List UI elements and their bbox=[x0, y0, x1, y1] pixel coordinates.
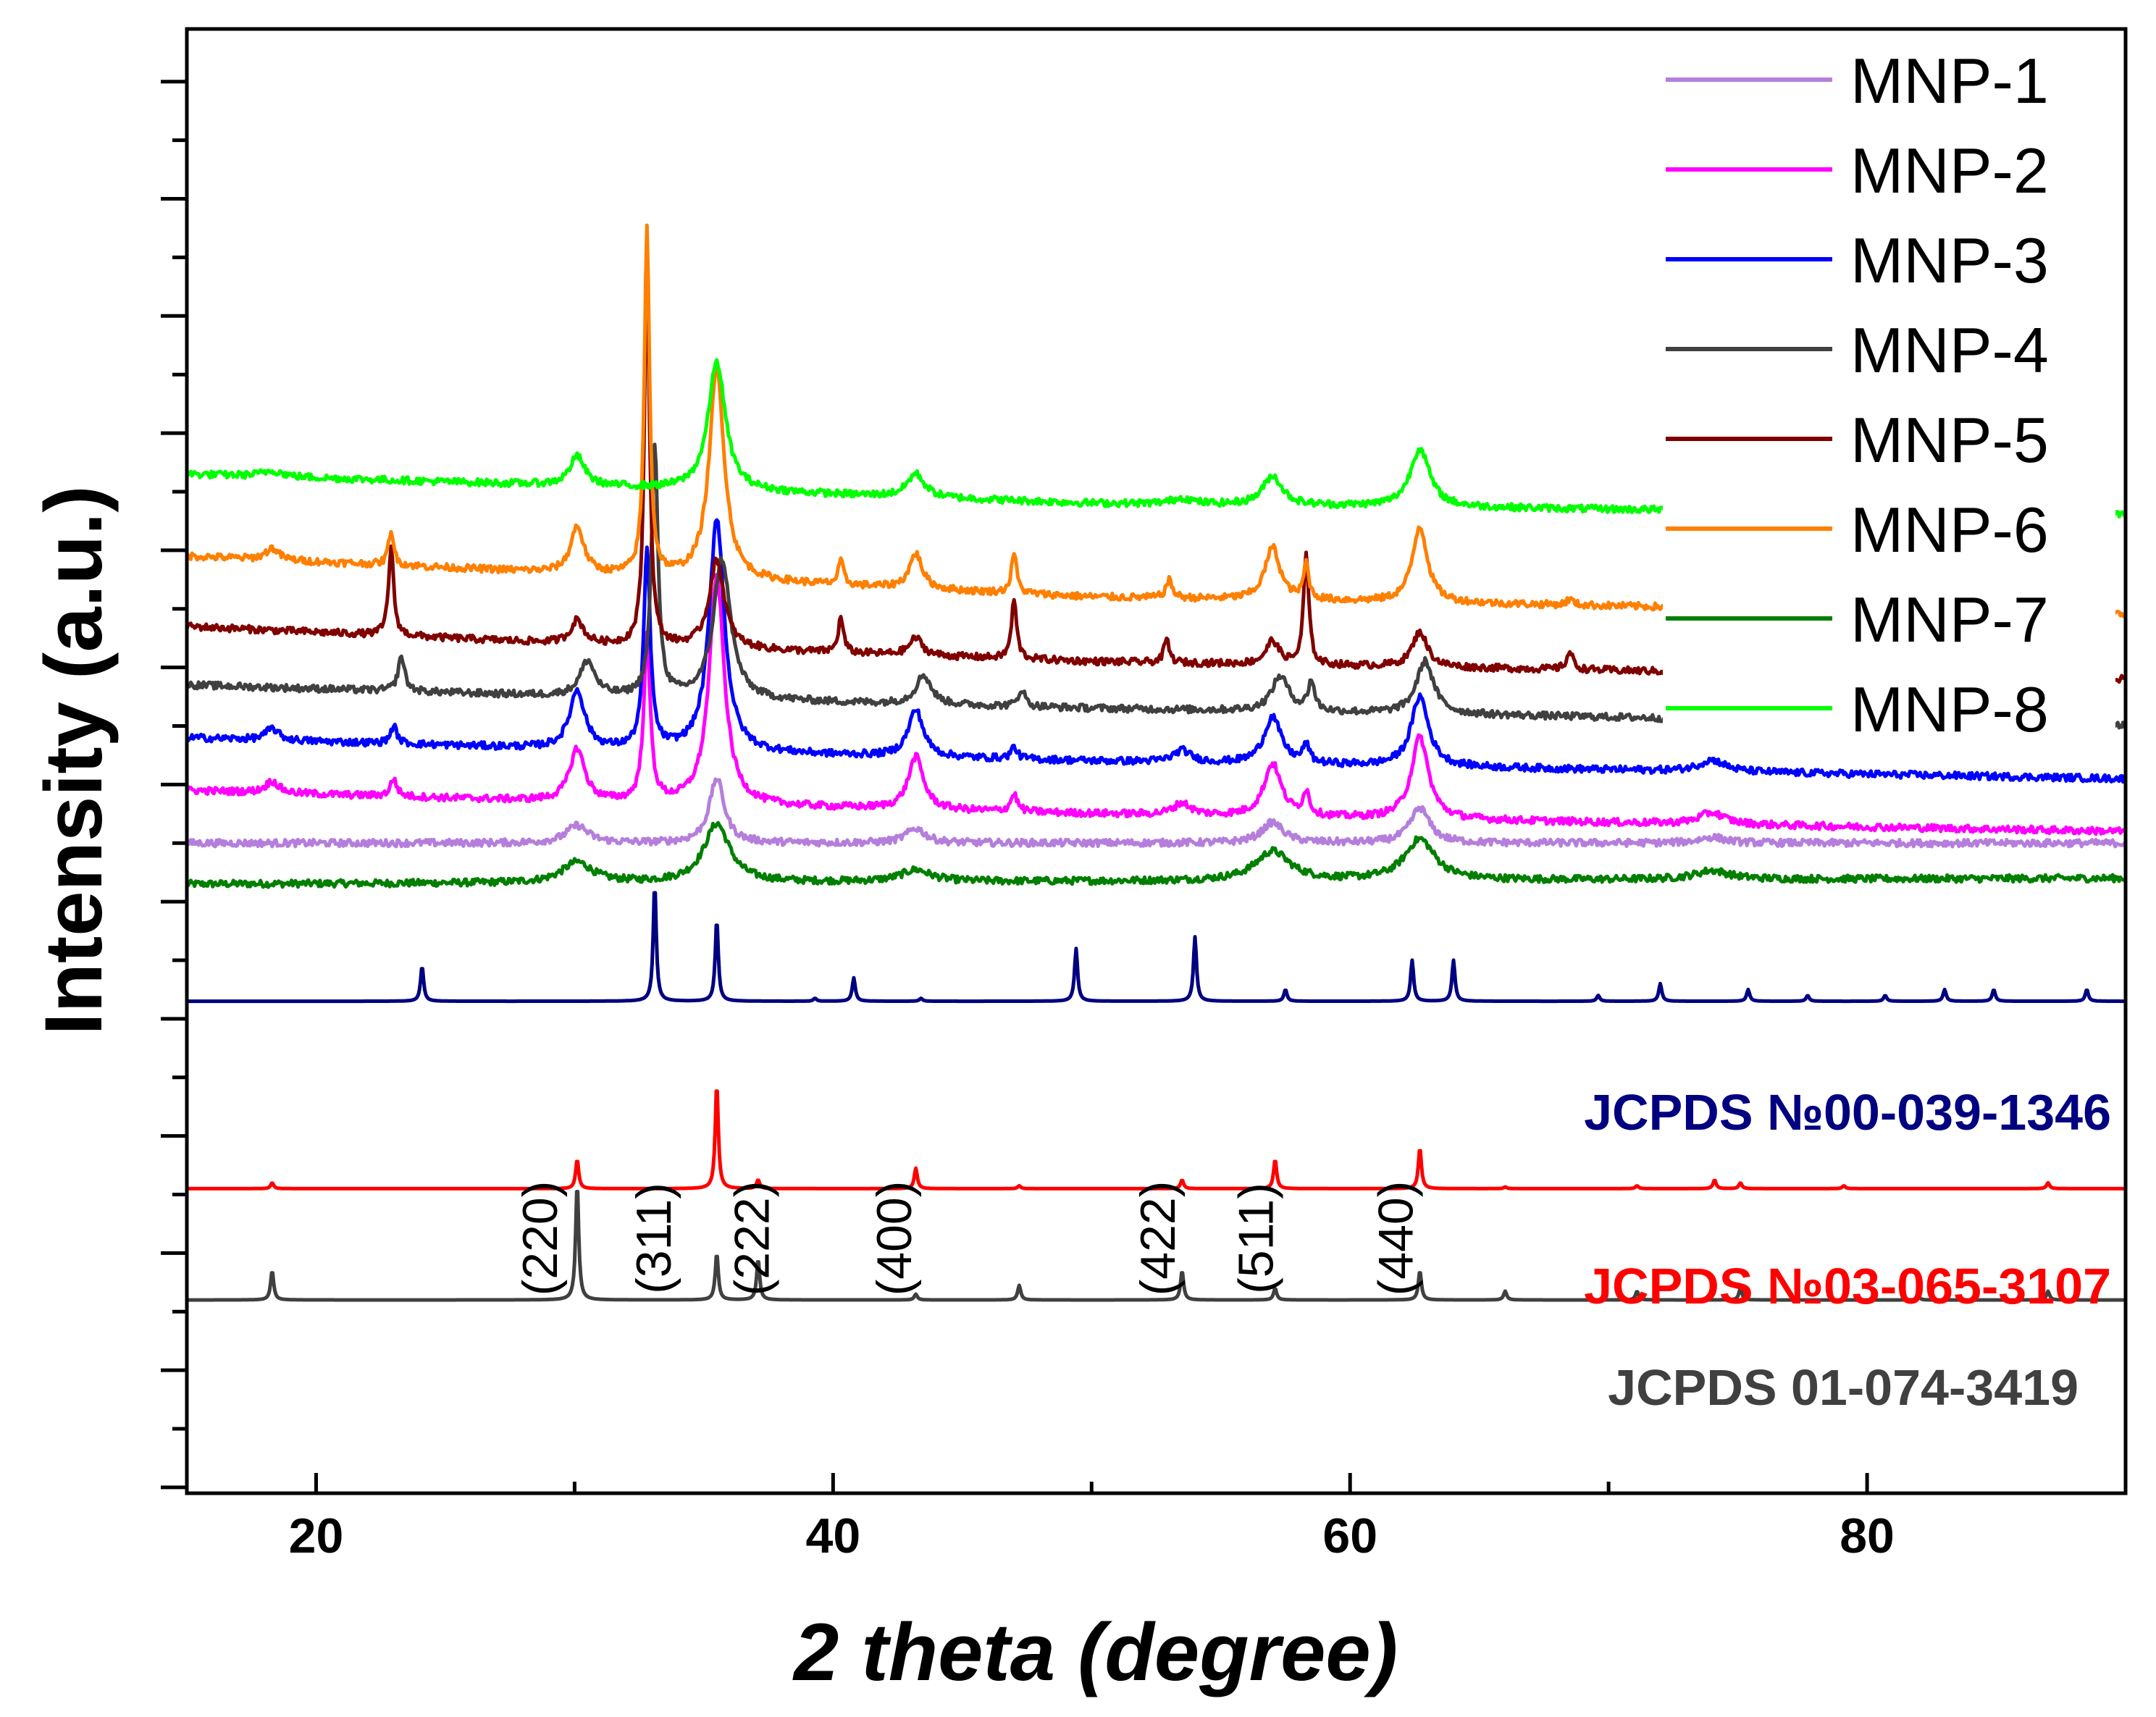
x-tick-label: 20 bbox=[289, 1508, 344, 1563]
legend-label-mnp-2: MNP-2 bbox=[1850, 135, 2049, 206]
x-tick-label: 60 bbox=[1322, 1508, 1377, 1563]
reference-pattern-1 bbox=[187, 891, 2126, 1004]
legend-box bbox=[1663, 40, 2115, 757]
legend-label-mnp-5: MNP-5 bbox=[1850, 404, 2049, 476]
hkl-label-222: (222) bbox=[725, 1181, 780, 1296]
series-mnp-2-line bbox=[187, 573, 2126, 836]
reference-label-3: JCPDS 01-074-3419 bbox=[1608, 1359, 2079, 1416]
x-tick-label: 40 bbox=[806, 1508, 861, 1563]
hkl-label-511: (511) bbox=[1229, 1183, 1284, 1294]
hkl-label-400: (400) bbox=[867, 1181, 922, 1296]
plot-frame bbox=[185, 27, 2128, 1495]
legend-label-mnp-1: MNP-1 bbox=[1850, 45, 2049, 117]
hkl-label-220: (220) bbox=[513, 1181, 568, 1296]
reference-pattern-3 bbox=[187, 1190, 2126, 1302]
legend-label-mnp-8: MNP-8 bbox=[1850, 673, 2049, 745]
reference-pattern-2 bbox=[187, 1089, 2126, 1191]
series-mnp-7-line bbox=[187, 820, 2126, 889]
series-mnp-3-line bbox=[187, 518, 2126, 784]
legend-label-mnp-3: MNP-3 bbox=[1850, 224, 2049, 296]
x-tick-label: 80 bbox=[1840, 1508, 1895, 1563]
legend-label-mnp-7: MNP-7 bbox=[1850, 584, 2049, 655]
reference-label-2: JCPDS №03-065-3107 bbox=[1584, 1258, 2111, 1314]
hkl-label-311: (311) bbox=[626, 1183, 681, 1294]
series-mnp-1-line bbox=[187, 777, 2126, 849]
hkl-label-422: (422) bbox=[1131, 1181, 1186, 1296]
reference-label-1: JCPDS №00-039-1346 bbox=[1584, 1084, 2111, 1141]
legend-label-mnp-4: MNP-4 bbox=[1850, 314, 2049, 386]
x-axis-title: 2 theta (degree) bbox=[792, 1607, 1398, 1697]
hkl-label-440: (440) bbox=[1368, 1181, 1423, 1296]
legend-label-mnp-6: MNP-6 bbox=[1850, 494, 2049, 566]
y-axis-title: Intensity (a.u.) bbox=[28, 485, 119, 1035]
